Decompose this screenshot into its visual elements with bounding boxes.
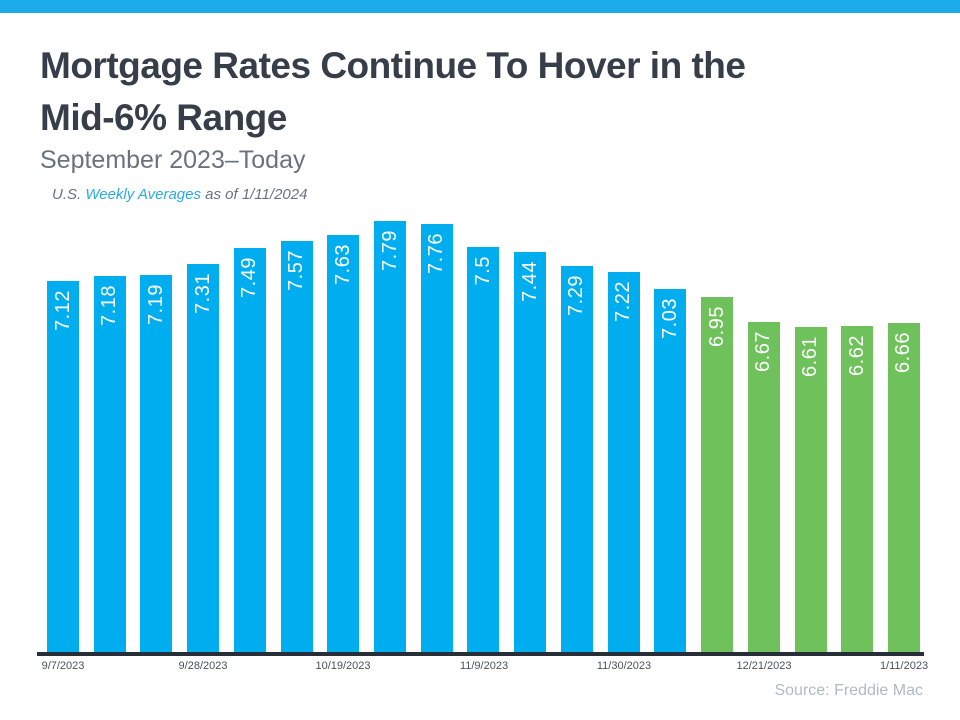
bar-value-label: 6.95 <box>705 306 728 347</box>
source-credit: Source: Freddie Mac <box>774 682 923 699</box>
bar-13: 7.22 <box>607 272 640 653</box>
bar-12: 7.29 <box>560 266 593 653</box>
bar-value-label: 7.63 <box>331 244 354 285</box>
x-tick-label: 10/19/2023 <box>315 660 371 672</box>
bar-value-label: 6.66 <box>892 332 915 373</box>
page-title: Mortgage Rates Continue To Hover in the M… <box>40 40 920 144</box>
page-title-line1: Mortgage Rates Continue To Hover in the <box>40 45 746 86</box>
bar-2: 7.18 <box>93 276 126 653</box>
x-axis-tick-labels: 9/7/2023 9/28/2023 10/19/2023 11/9/2023 11/3… <box>42 660 928 674</box>
bar-4: 7.31 <box>187 264 220 653</box>
annotation-suffix: as of 1/11/2024 <box>205 186 308 203</box>
chart-annotation: U.S. Weekly Averages as of 1/11/2024 <box>52 186 752 203</box>
bar-8: 7.79 <box>374 221 407 653</box>
bar-10: 7.5 <box>467 247 500 653</box>
bar-value-label: 7.76 <box>425 233 448 274</box>
x-tick-label: 11/9/2023 <box>459 660 509 672</box>
bar-value-label: 7.5 <box>471 256 494 286</box>
bar-value-label: 7.57 <box>285 250 308 291</box>
bar-value-label: 7.22 <box>612 281 635 322</box>
bar-14: 7.03 <box>654 289 687 653</box>
bar-9: 7.76 <box>420 224 453 653</box>
bar-7: 7.63 <box>327 235 360 653</box>
x-tick-label: 11/30/2023 <box>596 660 652 672</box>
bar-16: 6.67 <box>747 322 780 653</box>
bar-1: 7.12 <box>47 281 79 653</box>
bar-value-label: 7.79 <box>378 230 401 271</box>
bar-chart: 7.12 7.18 7.19 7.31 7.49 7.57 7.63 7.79 7.76 7.5 7… <box>47 211 920 653</box>
bar-value-label: 7.31 <box>191 273 214 314</box>
bar-value-label: 7.44 <box>518 261 541 302</box>
bar-11: 7.44 <box>514 252 547 653</box>
bar-value-label: 7.49 <box>238 257 261 298</box>
page-title-line2: Mid-6% Range <box>40 97 287 138</box>
accent-bar <box>0 0 960 13</box>
weekly-averages-link[interactable]: Weekly Averages <box>85 186 201 203</box>
x-axis-line <box>37 652 924 656</box>
bar-value-label: 7.29 <box>565 275 588 316</box>
bar-5: 7.49 <box>233 248 266 653</box>
bar-17: 6.61 <box>794 327 827 653</box>
x-tick-label: 12/21/2023 <box>736 660 792 672</box>
page-subtitle: September 2023–Today <box>40 146 306 174</box>
bar-value-label: 7.19 <box>144 284 167 325</box>
bar-19: 6.66 <box>887 323 920 653</box>
bar-value-label: 6.61 <box>799 336 821 377</box>
x-tick-label: 1/11/2023 <box>879 660 929 672</box>
bar-15: 6.95 <box>701 297 734 653</box>
bar-18: 6.62 <box>841 326 874 653</box>
bar-value-label: 7.12 <box>51 290 74 331</box>
bar-value-label: 7.18 <box>98 285 121 326</box>
bar-value-label: 7.03 <box>658 298 681 339</box>
bar-value-label: 6.67 <box>752 331 775 372</box>
x-tick-label: 9/7/2023 <box>41 660 85 672</box>
x-tick-label: 9/28/2023 <box>178 660 228 672</box>
bar-6: 7.57 <box>280 241 313 653</box>
bar-value-label: 6.62 <box>845 335 868 376</box>
bar-3: 7.19 <box>140 275 173 653</box>
annotation-prefix: U.S. <box>52 186 82 203</box>
